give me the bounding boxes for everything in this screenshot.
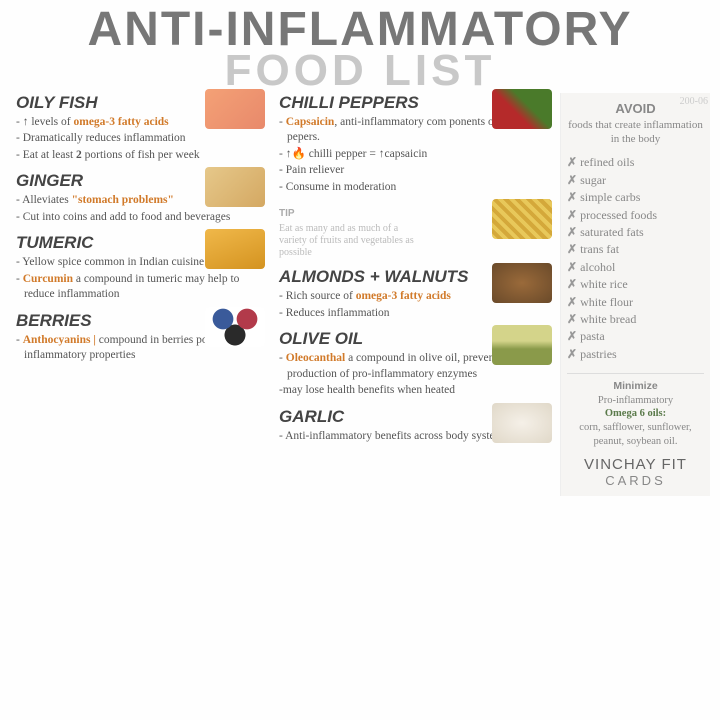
food-image [492, 325, 552, 365]
avoid-item: white rice [567, 276, 704, 293]
food-item: GARLIC- Anti-inflammatory benefits acros… [279, 407, 554, 445]
bullet: - Eat at least 2 portions of fish per we… [16, 148, 267, 164]
avoid-item: processed foods [567, 207, 704, 224]
food-item: OLIVE OIL- Oleocanthal a compound in oli… [279, 329, 554, 399]
bullet: - Pain reliever [279, 163, 554, 179]
avoid-item: white flour [567, 294, 704, 311]
bullet: -may lose health benefits when heated [279, 383, 554, 399]
brand-sub: CARDS [567, 473, 704, 488]
food-item: CHILLI PEPPERS- Capsaicin, anti-inflamma… [279, 93, 554, 196]
avoid-item: saturated fats [567, 224, 704, 241]
food-image [205, 89, 265, 129]
main-content: OILY FISH- ↑ levels of omega-3 fatty aci… [0, 93, 720, 500]
food-item: GINGER- Alleviates "stomach problems"- C… [16, 171, 267, 225]
bullet: - Dramatically reduces inflammation [16, 131, 267, 147]
avoid-item: pasta [567, 328, 704, 345]
column-2: CHILLI PEPPERS- Capsaicin, anti-inflamma… [273, 93, 560, 496]
food-image [492, 199, 552, 239]
avoid-subtitle: foods that create inflammation in the bo… [567, 118, 704, 147]
food-image [205, 307, 265, 347]
bullet: - Reduces inflammation [279, 306, 554, 322]
food-image [492, 263, 552, 303]
tip-text: Eat as many and as much of a variety of … [279, 223, 419, 259]
bullet: - ↑🔥 chilli pepper = ↑capsaicin [279, 147, 554, 163]
avoid-item: simple carbs [567, 189, 704, 206]
card-code: 200-06 [680, 96, 708, 107]
food-item: ALMONDS + WALNUTS- Rich source of omega-… [279, 267, 554, 321]
food-image [492, 89, 552, 129]
header: ANTI-INFLAMMATORY FOOD LIST [0, 0, 720, 93]
avoid-item: refined oils [567, 154, 704, 171]
column-1: OILY FISH- ↑ levels of omega-3 fatty aci… [10, 93, 273, 496]
avoid-item: alcohol [567, 259, 704, 276]
minimize-sub: Pro-inflammatory [567, 394, 704, 408]
avoid-item: white bread [567, 311, 704, 328]
avoid-list: refined oilssugarsimple carbsprocessed f… [567, 154, 704, 363]
avoid-item: pastries [567, 346, 704, 363]
bullet: - Curcumin a compound in tumeric may hel… [16, 272, 267, 303]
minimize-heading: Minimize [567, 380, 704, 394]
food-image [205, 229, 265, 269]
omega6-list: corn, safflower, sunflower, peanut, soyb… [567, 421, 704, 448]
omega6-label: Omega 6 oils: [567, 407, 704, 421]
title-line2: FOOD LIST [0, 51, 720, 91]
sidebar: AVOID foods that create inflammation in … [560, 93, 710, 496]
food-item: OILY FISH- ↑ levels of omega-3 fatty aci… [16, 93, 267, 164]
avoid-item: sugar [567, 172, 704, 189]
minimize-box: Minimize Pro-inflammatory Omega 6 oils: … [567, 373, 704, 448]
tip-block: TIP Eat as many and as much of a variety … [279, 203, 554, 259]
avoid-item: trans fat [567, 241, 704, 258]
bullet: - Consume in moderation [279, 180, 554, 196]
brand-name: VINCHAY FIT [567, 456, 704, 473]
food-image [205, 167, 265, 207]
food-item: BERRIES- Anthocyanins | compound in berr… [16, 311, 267, 364]
food-image [492, 403, 552, 443]
title-line1: ANTI-INFLAMMATORY [0, 8, 720, 51]
food-item: TUMERIC- Yellow spice common in Indian c… [16, 233, 267, 303]
tip-label: TIP [279, 208, 295, 219]
bullet: - Cut into coins and add to food and bev… [16, 210, 267, 226]
